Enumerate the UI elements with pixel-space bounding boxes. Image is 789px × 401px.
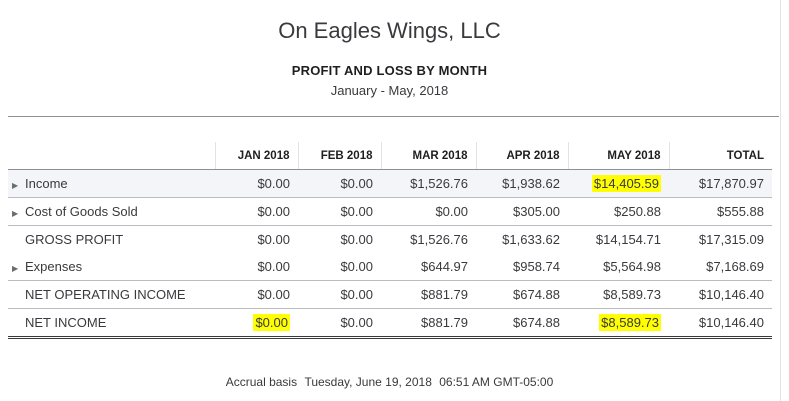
row-label: Expenses [25, 259, 83, 274]
row-label: Income [25, 176, 68, 191]
cell-ni-may[interactable]: $8,589.73 [568, 308, 669, 339]
cell-income-mar[interactable]: $1,526.76 [381, 169, 476, 198]
cell-income-may[interactable]: $14,405.59 [568, 169, 669, 198]
row-cost-of-goods-sold[interactable]: ▶ Cost of Goods Sold $0.00 $0.00 $0.00 $3… [8, 197, 772, 226]
row-label-cell: NET OPERATING INCOME [8, 280, 215, 309]
row-label: GROSS PROFIT [25, 232, 124, 247]
cell-ni-jan[interactable]: $0.00 [215, 308, 298, 339]
row-label: Cost of Goods Sold [25, 204, 138, 219]
highlighted-value: $8,589.73 [599, 314, 661, 331]
cell-gross-feb[interactable]: $0.00 [340, 232, 373, 247]
cell-gross-apr[interactable]: $1,633.62 [502, 232, 560, 247]
footer-basis: Accrual basis [225, 375, 298, 389]
triangle-right-icon[interactable]: ▶ [12, 181, 19, 190]
header-divider [8, 116, 779, 117]
cell-noi-jan[interactable]: $0.00 [215, 280, 298, 309]
cell-income-jan[interactable]: $0.00 [215, 169, 298, 198]
cell-cogs-jan[interactable]: $0.00 [215, 197, 298, 226]
cell-expenses-jan[interactable]: $0.00 [215, 253, 298, 281]
column-header-feb[interactable]: FEB 2018 [297, 142, 381, 170]
header-row: JAN 2018 FEB 2018 MAR 2018 APR 2018 MAY … [8, 142, 772, 170]
row-label-cell[interactable]: ▶ Income [8, 169, 215, 198]
row-label-cell: NET INCOME [8, 308, 215, 339]
cell-expenses-may[interactable]: $5,564.98 [568, 253, 669, 281]
cell-cogs-mar[interactable]: $0.00 [381, 197, 476, 226]
cell-expenses-total[interactable]: $7,168.69 [669, 253, 772, 281]
highlighted-value: $14,405.59 [591, 175, 661, 192]
cell-noi-feb[interactable]: $0.00 [298, 280, 381, 309]
cell-noi-may[interactable]: $8,589.73 [568, 280, 669, 309]
column-header-label [8, 142, 215, 170]
footer-date: Tuesday, June 19, 2018 [304, 375, 432, 389]
row-label-cell[interactable]: ▶ Cost of Goods Sold [8, 197, 215, 226]
row-gross-profit: GROSS PROFIT $0.00 $0.00 $1,526.76 $1,63… [8, 226, 772, 254]
row-label: NET OPERATING INCOME [25, 287, 186, 302]
footer-time: 06:51 AM GMT-05:00 [439, 375, 554, 389]
page-right-border [780, 0, 781, 401]
cell-noi-apr[interactable]: $674.88 [476, 280, 568, 309]
cell-cogs-feb[interactable]: $0.00 [298, 197, 381, 226]
cell-income-feb[interactable]: $0.00 [298, 169, 381, 198]
row-net-operating-income: NET OPERATING INCOME $0.00 $0.00 $881.79… [8, 280, 772, 309]
cell-ni-total[interactable]: $10,146.40 [669, 308, 772, 339]
cell-income-total[interactable]: $17,870.97 [669, 169, 772, 198]
row-expenses[interactable]: ▶ Expenses $0.00 $0.00 $644.97 $958.74 $5… [8, 253, 772, 281]
cell-gross-may[interactable]: $14,154.71 [595, 232, 661, 247]
row-label-cell[interactable]: ▶ Expenses [8, 253, 215, 281]
column-header-may[interactable]: MAY 2018 [567, 142, 669, 170]
cell-cogs-apr[interactable]: $305.00 [476, 197, 568, 226]
cell-ni-mar[interactable]: $881.79 [381, 308, 476, 339]
triangle-right-icon[interactable]: ▶ [12, 264, 19, 273]
column-header-jan[interactable]: JAN 2018 [214, 142, 298, 170]
row-label: NET INCOME [25, 315, 107, 330]
row-net-income: NET INCOME $0.00 $0.00 $881.79 $674.88 $… [8, 308, 772, 339]
cell-gross-mar[interactable]: $1,526.76 [410, 232, 468, 247]
cell-gross-jan[interactable]: $0.00 [257, 232, 290, 247]
cell-cogs-may[interactable]: $250.88 [568, 197, 669, 226]
column-header-total[interactable]: TOTAL [668, 142, 772, 170]
cell-expenses-feb[interactable]: $0.00 [298, 253, 381, 281]
cell-noi-total[interactable]: $10,146.40 [669, 280, 772, 309]
highlighted-value: $0.00 [253, 314, 290, 331]
cell-ni-apr[interactable]: $674.88 [476, 308, 568, 339]
cell-expenses-apr[interactable]: $958.74 [476, 253, 568, 281]
profit-loss-table: JAN 2018 FEB 2018 MAR 2018 APR 2018 MAY … [8, 142, 772, 339]
triangle-right-icon[interactable]: ▶ [12, 209, 19, 218]
cell-expenses-mar[interactable]: $644.97 [381, 253, 476, 281]
cell-noi-mar[interactable]: $881.79 [381, 280, 476, 309]
column-header-apr[interactable]: APR 2018 [475, 142, 568, 170]
cell-gross-total[interactable]: $17,315.09 [698, 232, 764, 247]
report-date-range: January - May, 2018 [330, 83, 449, 98]
row-label-cell: GROSS PROFIT [8, 226, 215, 254]
report-title: PROFIT AND LOSS BY MONTH [291, 63, 488, 78]
report-footer: Accrual basis Tuesday, June 19, 2018 06:… [0, 375, 779, 389]
cell-ni-feb[interactable]: $0.00 [298, 308, 381, 339]
cell-income-apr[interactable]: $1,938.62 [476, 169, 568, 198]
row-income[interactable]: ▶ Income $0.00 $0.00 $1,526.76 $1,938.62 … [8, 169, 772, 198]
column-header-mar[interactable]: MAR 2018 [380, 142, 476, 170]
cell-cogs-total[interactable]: $555.88 [669, 197, 772, 226]
company-name: On Eagles Wings, LLC [278, 18, 501, 43]
